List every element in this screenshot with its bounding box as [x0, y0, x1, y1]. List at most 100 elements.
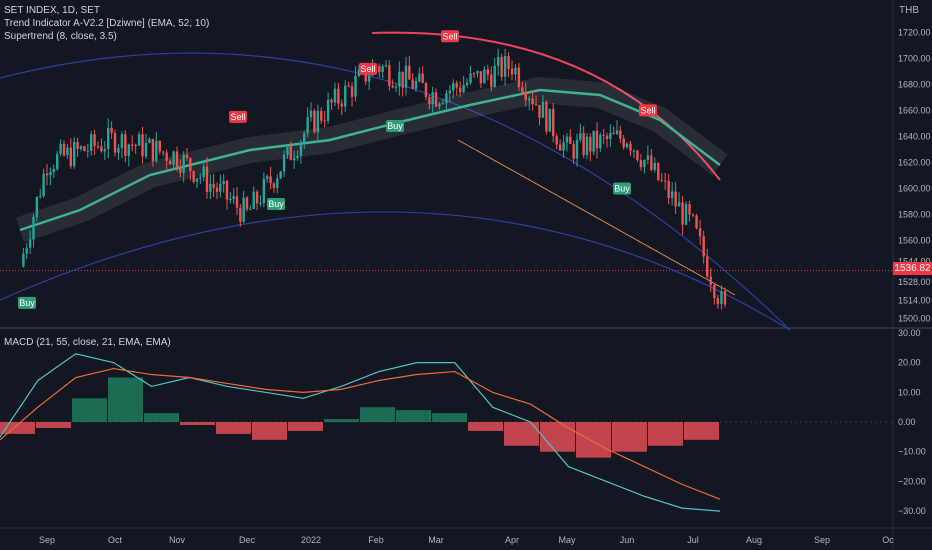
signal-badge [386, 120, 404, 133]
candle-body [350, 86, 354, 97]
candle-body [716, 298, 720, 305]
candle-body [500, 57, 503, 77]
candle-body [272, 183, 276, 189]
candle-body [552, 108, 555, 137]
candle-body [602, 134, 605, 136]
macd-histogram-bar [540, 422, 575, 452]
candle-body [313, 110, 316, 133]
candle-body [76, 142, 79, 149]
price-tick-label: 1700.00 [898, 53, 931, 63]
candle-body [45, 173, 49, 176]
candle-body [619, 130, 622, 139]
candle-body [585, 136, 589, 156]
candle-body [408, 65, 411, 80]
candle-body [79, 146, 83, 149]
time-tick-label: 2022 [301, 535, 321, 545]
macd-histogram-bar [216, 422, 251, 434]
candle-body [629, 143, 632, 151]
candle-body [232, 196, 235, 199]
candle-body [189, 158, 192, 172]
macd-tick-label: −30.00 [898, 506, 926, 516]
candle-body [691, 214, 695, 216]
candle-body [643, 160, 646, 168]
candle-body [609, 132, 612, 140]
candle-body [144, 142, 148, 157]
candle-body [695, 215, 698, 229]
candle-body [212, 183, 215, 188]
candle-body [222, 180, 225, 184]
macd-histogram-bar [324, 419, 359, 423]
candle-body [42, 173, 45, 197]
candle-body [255, 191, 259, 204]
candle-body [179, 167, 182, 173]
macd-tick-label: 20.00 [898, 358, 921, 368]
candle-body [259, 202, 262, 204]
candle-body [69, 147, 72, 167]
price-tick-label: 1514.00 [898, 295, 931, 305]
candle-body [445, 93, 448, 104]
candle-body [326, 99, 330, 121]
candle-body [465, 82, 469, 86]
candle-body [479, 71, 483, 84]
candle-body [282, 154, 286, 172]
signal-label: Sell [230, 112, 245, 122]
candle-body [639, 160, 643, 168]
time-tick-label: Sep [39, 535, 55, 545]
candle-body [175, 151, 179, 168]
price-tick-label: 1500.00 [898, 313, 931, 323]
time-tick-label: Jun [620, 535, 635, 545]
candle-body [507, 56, 510, 69]
macd-histogram-bar [144, 413, 179, 423]
candle-body [698, 228, 702, 237]
candle-body [90, 134, 93, 151]
candle-body [59, 143, 62, 155]
macd-histogram-bar [648, 422, 683, 446]
candle-body [262, 178, 266, 203]
candle-body [684, 204, 688, 225]
candle-body [316, 110, 320, 133]
candle-body [162, 151, 165, 153]
signal-label: Buy [268, 199, 284, 209]
candle-body [110, 127, 113, 134]
candle-body [599, 134, 602, 149]
trend-line [457, 139, 736, 296]
candle-body [168, 160, 172, 165]
macd-tick-label: 10.00 [898, 387, 921, 397]
time-tick-label: Sep [814, 535, 830, 545]
price-tick-label: 1680.00 [898, 79, 931, 89]
candle-body [670, 191, 674, 199]
candle-body [309, 110, 313, 118]
signal-label: Buy [614, 183, 630, 193]
candle-body [195, 178, 199, 182]
candle-body [565, 136, 569, 143]
macd-histogram-bar [360, 407, 395, 423]
time-tick-label: Feb [368, 535, 384, 545]
candle-body [225, 180, 229, 200]
candle-body [434, 92, 438, 107]
candle-body [592, 130, 595, 152]
signal-badge [267, 198, 285, 211]
candle-body [182, 154, 185, 173]
candle-body [424, 82, 428, 98]
candle-body [354, 76, 357, 97]
signal-badge [441, 30, 459, 43]
candle-body [469, 73, 472, 83]
candle-body [323, 120, 326, 122]
candle-body [438, 103, 441, 107]
candle-body [555, 136, 558, 145]
candle-body [713, 284, 716, 299]
candle-body [100, 146, 103, 152]
candle-body [595, 130, 599, 149]
candle-body [541, 101, 545, 118]
macd-histogram-bar [108, 377, 143, 423]
candle-body [127, 144, 130, 156]
candle-body [28, 239, 32, 248]
candle-body [681, 202, 684, 225]
candle-body [720, 291, 723, 305]
candle-body [107, 127, 110, 150]
candle-body [93, 134, 96, 147]
candle-body [219, 183, 222, 192]
candle-body [650, 155, 653, 170]
candle-body [134, 144, 137, 146]
